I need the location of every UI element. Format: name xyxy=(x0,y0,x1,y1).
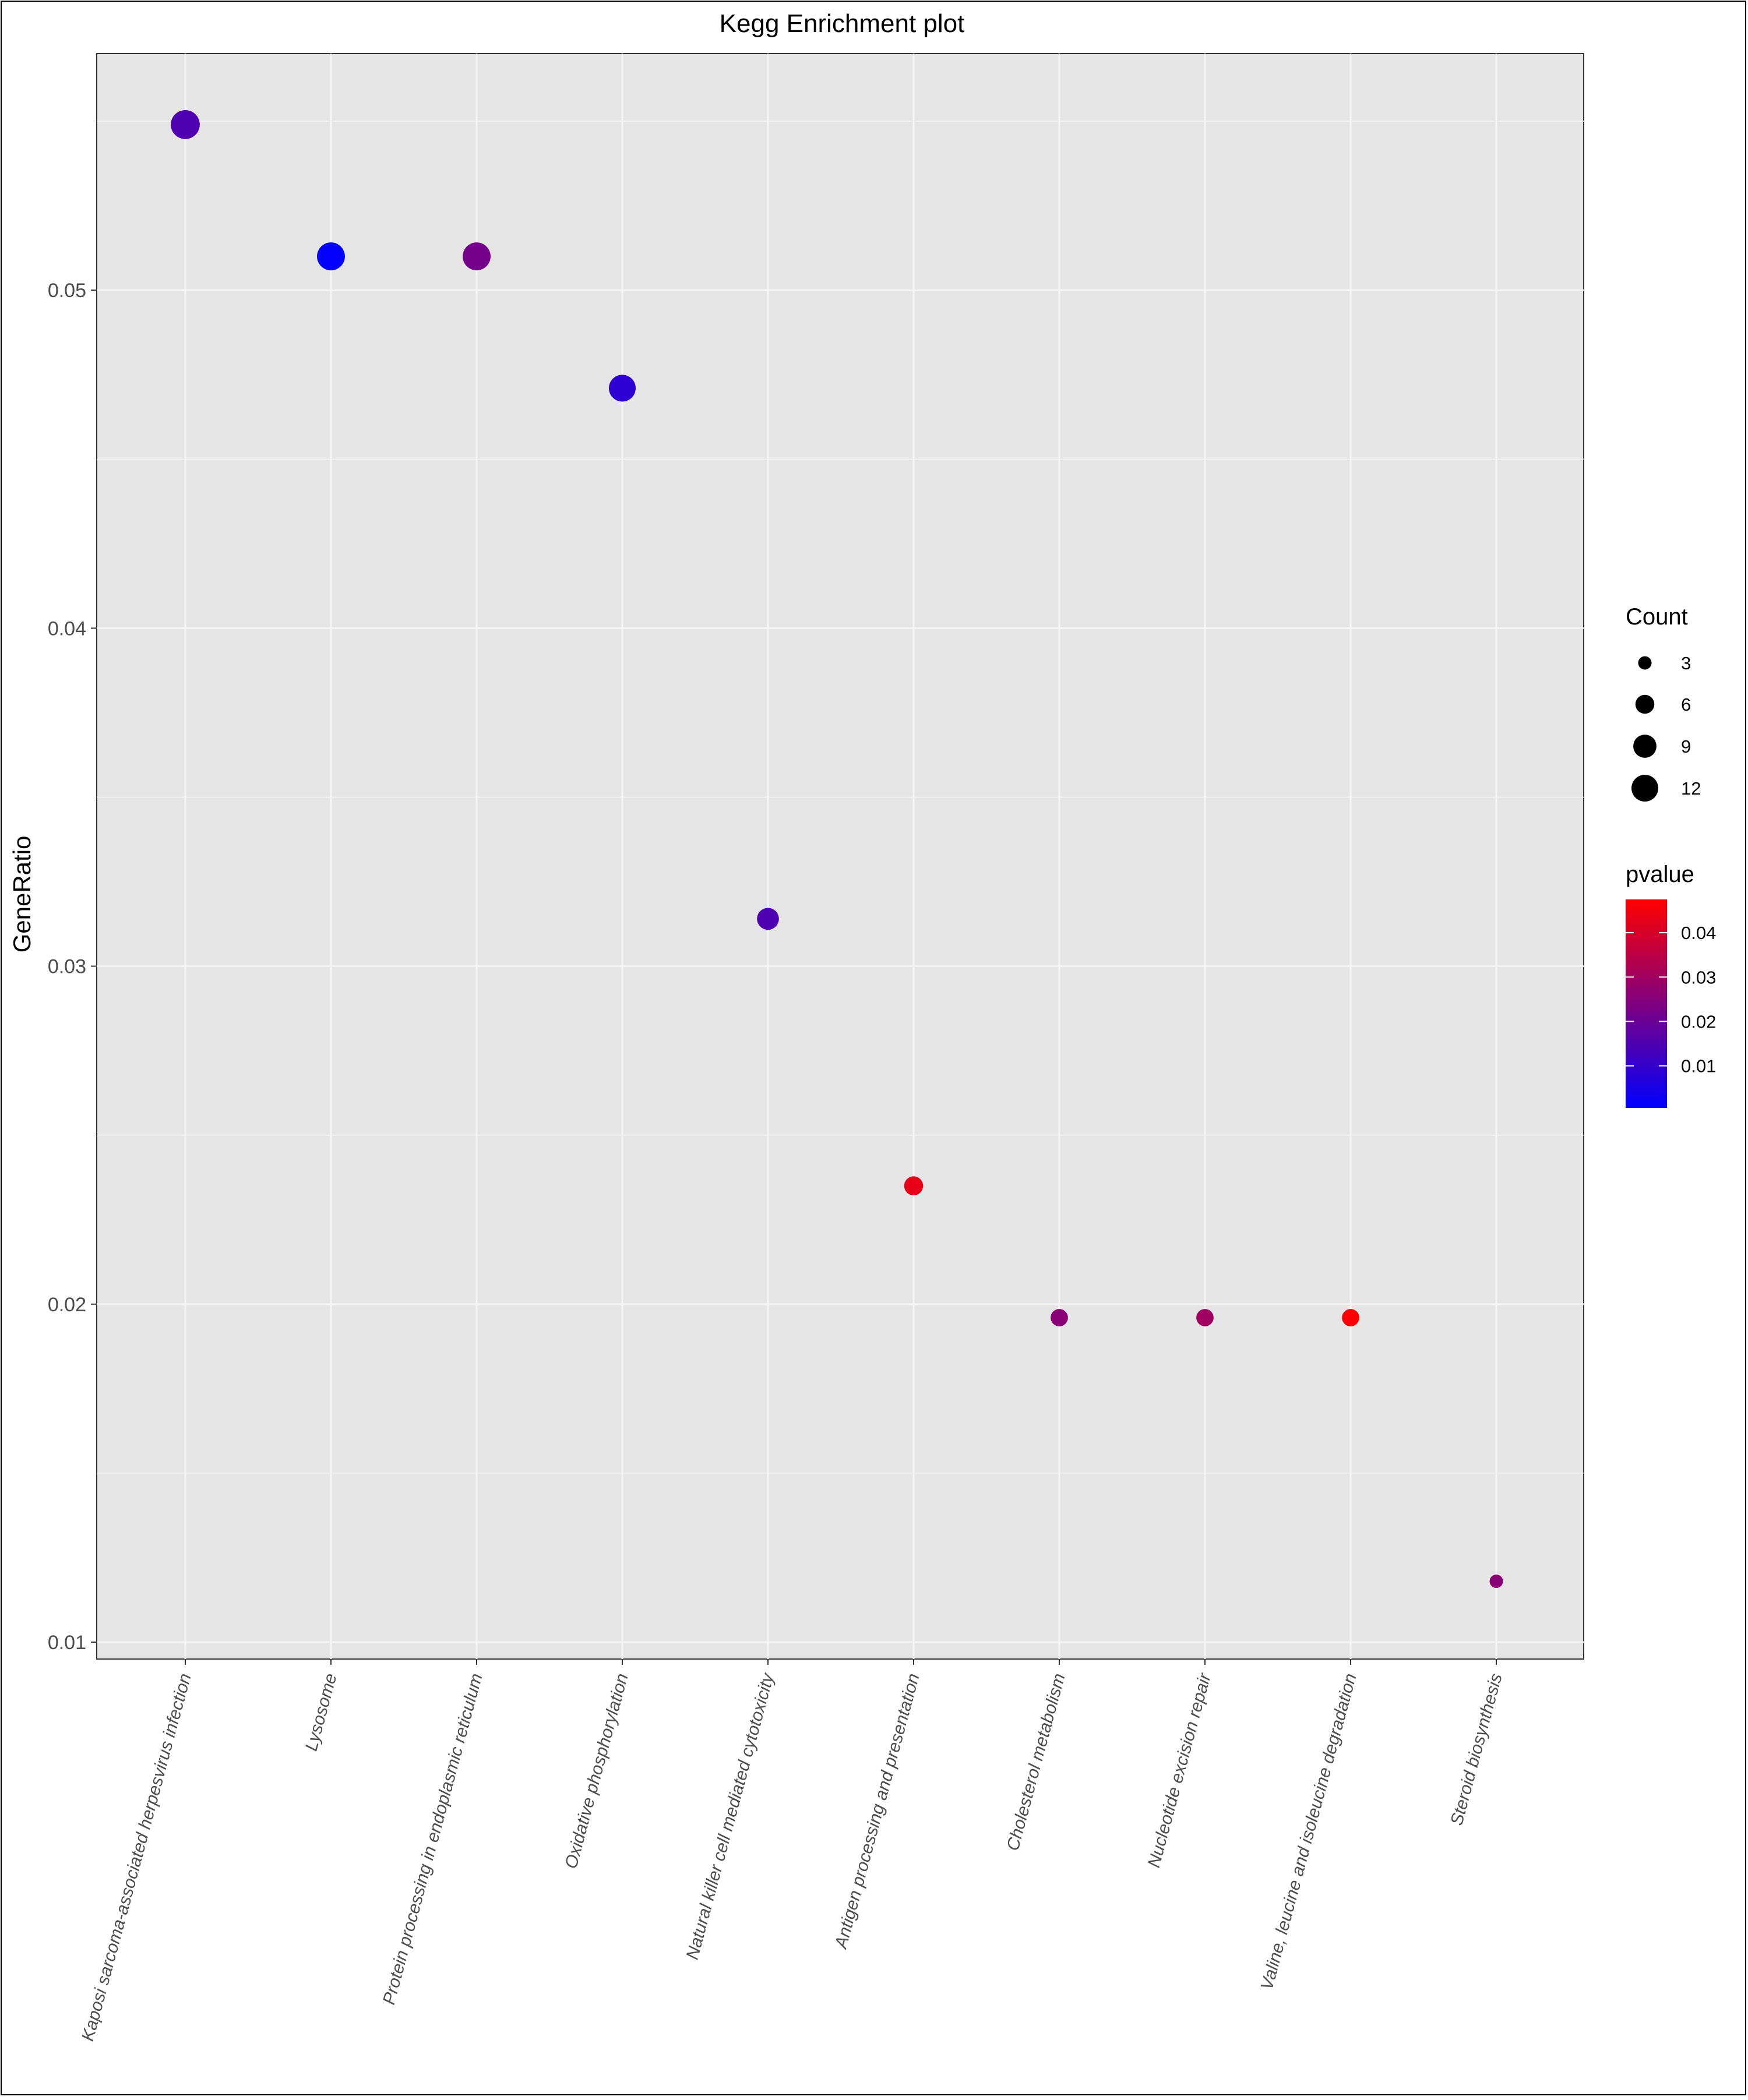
x-tick-label: Antigen processing and presentation xyxy=(831,1671,923,1951)
x-tick-label: Steroid biosynthesis xyxy=(1447,1671,1506,1827)
x-tick-label: Lysosome xyxy=(302,1671,341,1753)
data-point xyxy=(904,1176,924,1195)
data-point xyxy=(463,242,491,271)
x-tick-label: Kaposi sarcoma-associated herpesvirus in… xyxy=(78,1671,195,2043)
y-tick-label: 0.04 xyxy=(48,617,86,640)
count-legend-key xyxy=(1631,774,1659,802)
x-tick-label: Cholesterol metabolism xyxy=(1003,1671,1069,1852)
count-size-legend: Count 3 6 9 12 xyxy=(1626,604,1701,802)
data-point xyxy=(1196,1309,1214,1326)
chart-title: Kegg Enrichment plot xyxy=(720,9,965,38)
count-legend-key xyxy=(1633,735,1657,758)
y-tick-label: 0.02 xyxy=(48,1294,86,1316)
data-point xyxy=(1342,1309,1359,1326)
pvalue-legend-label: 0.04 xyxy=(1681,923,1716,943)
pvalue-legend-title: pvalue xyxy=(1626,862,1694,887)
y-tick-label: 0.05 xyxy=(48,280,86,302)
count-legend-label: 9 xyxy=(1681,736,1691,757)
count-legend-label: 6 xyxy=(1681,694,1691,715)
count-legend-title: Count xyxy=(1626,604,1688,630)
data-point xyxy=(1051,1309,1068,1326)
x-tick-label: Valine, leucine and isoleucine degradati… xyxy=(1257,1671,1361,1992)
pvalue-color-legend: pvalue 0.01 0.02 0.03 0.04 xyxy=(1626,862,1716,1108)
pvalue-colorbar xyxy=(1626,899,1667,1108)
data-points xyxy=(171,110,1503,1589)
count-legend-key xyxy=(1638,656,1652,670)
y-tick-label: 0.03 xyxy=(48,956,86,978)
data-point xyxy=(317,242,345,271)
count-legend-label: 12 xyxy=(1681,778,1701,799)
x-tick-label: Protein processing in endoplasmic reticu… xyxy=(379,1671,487,2006)
count-legend-label: 3 xyxy=(1681,653,1691,673)
grid-lines xyxy=(97,54,1584,1659)
x-axis: Kaposi sarcoma-associated herpesvirus in… xyxy=(78,1659,1506,2043)
pvalue-legend-label: 0.01 xyxy=(1681,1056,1716,1077)
data-point xyxy=(608,375,636,402)
x-tick-label: Oxidative phosphorylation xyxy=(562,1671,632,1870)
count-legend-key xyxy=(1635,694,1655,714)
pvalue-legend-label: 0.03 xyxy=(1681,967,1716,987)
data-point xyxy=(171,110,200,139)
y-axis: 0.01 0.02 0.03 0.04 0.05 xyxy=(48,280,97,1654)
plot-panel xyxy=(96,53,1584,1660)
data-point xyxy=(1489,1575,1503,1589)
x-tick-label: Natural killer cell mediated cytotoxicit… xyxy=(683,1670,778,1961)
data-point xyxy=(757,908,779,930)
y-axis-label: GeneRatio xyxy=(8,836,36,953)
y-tick-label: 0.01 xyxy=(48,1632,86,1654)
x-tick-label: Nucleotide excision repair xyxy=(1144,1671,1215,1869)
pvalue-legend-label: 0.02 xyxy=(1681,1011,1716,1032)
